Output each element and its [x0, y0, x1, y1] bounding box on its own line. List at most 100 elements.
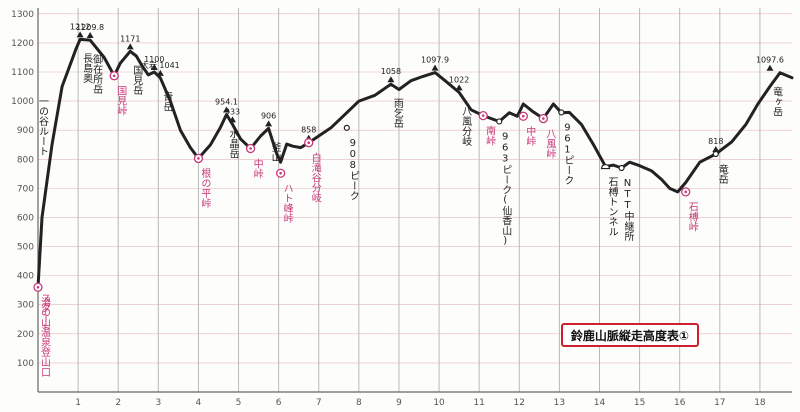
y-tick-label: 100 [17, 359, 34, 369]
point-label: 白滝谷分岐 [309, 151, 321, 203]
point-label: 国見岳 [131, 65, 143, 96]
point-label: 961ピーク [562, 122, 573, 185]
peak-marker [76, 31, 84, 38]
elevation-label: 906 [261, 111, 276, 120]
point-label: 八風分岐 [460, 106, 472, 147]
pass-marker-dot [481, 114, 485, 117]
x-tick-label: 4 [196, 398, 202, 408]
elevation-label: 933 [225, 107, 240, 116]
x-tick-label: 3 [155, 398, 161, 408]
x-tick-label: 13 [554, 398, 565, 408]
x-tick-label: 7 [316, 398, 322, 408]
x-tick-label: 16 [674, 398, 686, 408]
x-tick-label: 18 [754, 398, 766, 408]
y-tick-label: 1200 [11, 39, 34, 49]
point-label: 長島奥 [81, 53, 93, 84]
pass-marker-dot [279, 171, 282, 175]
pass-marker-dot [521, 114, 525, 118]
peak-marker [431, 64, 439, 71]
x-tick-label: 17 [714, 398, 725, 408]
pass-marker-dot [307, 141, 311, 144]
elevation-label: 1209.8 [76, 23, 104, 32]
x-tick-label: 2 [115, 398, 121, 408]
y-tick-label: 400 [17, 272, 34, 282]
point-label: スタート [39, 293, 51, 333]
point-label: 908ピーク [347, 138, 358, 201]
point-label: 石榑峠 [686, 202, 698, 233]
peak-marker [387, 76, 395, 83]
peak-marker [712, 146, 720, 153]
elevation-profile-line [36, 37, 794, 289]
point-label: 南峠 [484, 124, 496, 146]
elevation-label: 1171 [120, 34, 140, 43]
y-tick-label: 900 [17, 126, 34, 136]
x-tick-label: 5 [236, 398, 242, 408]
point-label: 中峠 [524, 125, 536, 147]
elevation-label: 1022 [449, 75, 469, 84]
y-tick-label: 200 [17, 330, 34, 340]
x-tick-label: 15 [634, 398, 645, 408]
elevation-label: 1100 [144, 55, 164, 64]
x-tick-label: 9 [396, 398, 402, 408]
y-tick-label: 600 [17, 213, 34, 223]
elevation-label: 954.1 [215, 97, 238, 106]
point-label: 雨乞岳 [391, 98, 403, 129]
peak-marker [126, 43, 134, 50]
peak-marker [156, 69, 164, 76]
point-label: 石榑トンネル [606, 177, 618, 237]
elevation-label: 858 [301, 126, 316, 135]
point-label: 八風峠 [544, 129, 556, 160]
elevation-label: 1058 [381, 67, 401, 76]
point-label: 中峠 [251, 157, 263, 179]
chart-title: 鈴鹿山脈縦走高度表① [571, 328, 689, 343]
chart-title-box: 鈴鹿山脈縦走高度表① [561, 323, 699, 347]
x-tick-label: 6 [276, 398, 282, 408]
x-tick-label: 12 [514, 398, 525, 408]
point-marker [343, 124, 350, 131]
point-label: ハト峰峠 [281, 183, 293, 224]
y-tick-label: 800 [17, 155, 34, 165]
x-axis-ticks: 1 2 3 4 5 6 7 8 9 10 11 12 13 14 15 16 17 18 [75, 398, 766, 408]
point-label: 釜山 [269, 141, 281, 162]
y-tick-label: 1100 [11, 68, 34, 78]
elevation-label: 1097.6 [756, 56, 784, 65]
point-label: 水晶岳 [227, 128, 239, 159]
pass-marker-dot [112, 74, 116, 78]
x-tick-label: 11 [473, 398, 484, 408]
pass-marker-dot [684, 190, 688, 194]
y-axis-ticks: 100 200 300 400 500 600 700 800 900 1000 1100 1200 1… [11, 10, 34, 369]
point-label: 963ピーク(仙香山) [500, 131, 512, 246]
y-tick-label: 700 [17, 184, 34, 194]
peak-marker [265, 120, 273, 127]
x-tick-label: 8 [356, 398, 362, 408]
point-label: 御在所岳 [91, 53, 103, 95]
x-tick-label: 1 [75, 398, 81, 408]
peak-marker [455, 84, 463, 91]
point-marker [558, 109, 565, 116]
y-tick-label: 1300 [11, 10, 34, 20]
point-label: 竜岳 [716, 163, 728, 185]
elevation-label: 818 [708, 137, 723, 146]
elevation-label: 1097.9 [421, 56, 449, 65]
x-tick-label: 14 [594, 398, 606, 408]
point-label: NTT中継所 [622, 178, 634, 242]
point-marker [618, 164, 625, 172]
y-tick-label: 500 [17, 243, 34, 253]
pass-marker-dot [197, 157, 200, 160]
point-label: 国見峠 [115, 86, 127, 117]
peak-marker [766, 64, 774, 71]
peak-marker [223, 106, 230, 113]
y-tick-label: 300 [17, 301, 34, 311]
peak-marker [229, 116, 237, 123]
peak-marker [150, 64, 158, 70]
point-marker [496, 118, 503, 125]
point-label: 湯の山温泉登山口 [39, 296, 51, 377]
pass-marker-dot [36, 285, 40, 289]
point-label: 根の平峠 [199, 167, 211, 209]
peak-marker [86, 32, 94, 39]
point-label: 竜ヶ岳 [770, 85, 782, 117]
pass-marker-dot [249, 147, 252, 150]
point-label: 青岳 [161, 91, 173, 113]
